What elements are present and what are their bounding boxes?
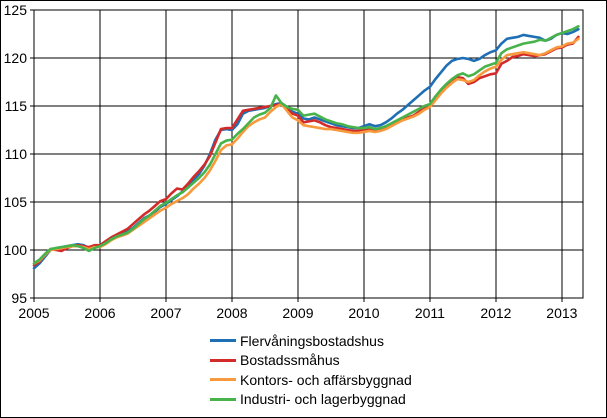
series-line-industri-och-lagerbyggnad [32, 25, 580, 265]
plot-border [33, 9, 584, 299]
line-chart-plot: 95 100 105 110 115 120 125 2005 2006 2007 2008 2009… [4, 2, 584, 321]
x-axis-tick-label: 2007 [150, 305, 181, 321]
legend-line-swatch-orange [210, 378, 236, 382]
x-axis-tick-label: 2006 [84, 305, 115, 321]
legend-label: Flervåningsbostadshus [240, 332, 384, 349]
y-axis-tick-label: 105 [4, 194, 28, 210]
legend-item-flervaningsbostadshus: Flervåningsbostadshus [210, 331, 412, 351]
legend-item-kontors-och-affarsbyggnad: Kontors- och affärsbyggnad [210, 370, 412, 390]
x-axis-tick-label: 2012 [480, 305, 511, 321]
x-axis-tick-label: 2011 [415, 305, 445, 321]
legend-item-industri-och-lagerbyggnad: Industri- och lagerbyggnad [210, 390, 412, 410]
x-axis-tick-label: 2013 [546, 305, 577, 321]
x-axis-tick-label: 2010 [348, 305, 379, 321]
legend-line-swatch-blue [210, 339, 236, 343]
chart-legend: Flervåningsbostadshus Bostadssmåhus Kont… [210, 331, 412, 409]
legend-item-bostadssmahus: Bostadssmåhus [210, 351, 412, 371]
legend-label: Bostadssmåhus [240, 352, 340, 369]
x-axis-tick-label: 2005 [18, 305, 49, 321]
y-axis-tick-label: 115 [5, 98, 28, 114]
y-axis-tick-label: 100 [4, 242, 28, 258]
legend-label: Kontors- och affärsbyggnad [240, 371, 412, 388]
y-axis-tick-label: 125 [4, 2, 28, 18]
legend-line-swatch-red [210, 358, 236, 362]
x-axis-tick-label: 2009 [282, 305, 313, 321]
y-axis-tick-label: 110 [5, 146, 28, 162]
y-axis-tick-label: 95 [11, 290, 27, 306]
series-line-bostadssmahus [32, 35, 580, 267]
y-axis-tick-label: 120 [4, 50, 28, 66]
legend-line-swatch-green [210, 397, 236, 401]
x-axis-tick-label: 2008 [216, 305, 247, 321]
legend-label: Industri- och lagerbyggnad [240, 391, 406, 408]
